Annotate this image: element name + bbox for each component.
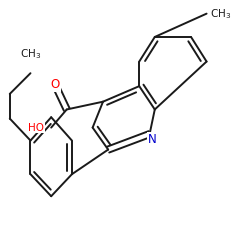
Text: HO: HO — [28, 122, 44, 132]
Text: CH$_3$: CH$_3$ — [20, 48, 41, 61]
Text: CH$_3$: CH$_3$ — [210, 7, 232, 20]
Text: N: N — [148, 133, 157, 146]
Text: O: O — [50, 78, 60, 91]
